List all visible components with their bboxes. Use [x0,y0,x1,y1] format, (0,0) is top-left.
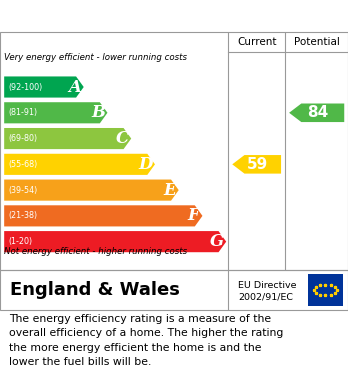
Text: (39-54): (39-54) [8,186,38,195]
Polygon shape [289,104,344,122]
Text: D: D [139,156,153,173]
Polygon shape [4,179,179,201]
Polygon shape [4,205,203,226]
Text: 84: 84 [307,105,329,120]
Text: (92-100): (92-100) [8,83,42,91]
Text: G: G [210,233,224,250]
Text: (1-20): (1-20) [8,237,32,246]
Text: (21-38): (21-38) [8,212,38,221]
Text: 2002/91/EC: 2002/91/EC [238,293,293,302]
Text: B: B [91,104,105,121]
Polygon shape [4,77,84,98]
Polygon shape [4,102,108,123]
Polygon shape [4,128,131,149]
Text: EU Directive: EU Directive [238,281,297,290]
Polygon shape [4,231,226,252]
Text: The energy efficiency rating is a measure of the
overall efficiency of a home. T: The energy efficiency rating is a measur… [9,314,283,367]
Text: F: F [187,207,199,224]
Text: Potential: Potential [294,37,340,47]
Text: England & Wales: England & Wales [10,281,180,299]
Text: A: A [68,79,81,95]
Text: Very energy efficient - lower running costs: Very energy efficient - lower running co… [4,54,187,63]
Text: Current: Current [237,37,276,47]
Polygon shape [4,154,155,175]
Text: C: C [116,130,129,147]
Text: E: E [163,181,176,199]
Text: (69-80): (69-80) [8,134,38,143]
Text: Not energy efficient - higher running costs: Not energy efficient - higher running co… [4,247,187,256]
Polygon shape [232,155,281,174]
Text: 59: 59 [247,157,269,172]
Text: (81-91): (81-91) [8,108,38,117]
Text: (55-68): (55-68) [8,160,38,169]
FancyBboxPatch shape [308,274,343,306]
Text: Energy Efficiency Rating: Energy Efficiency Rating [9,7,238,25]
